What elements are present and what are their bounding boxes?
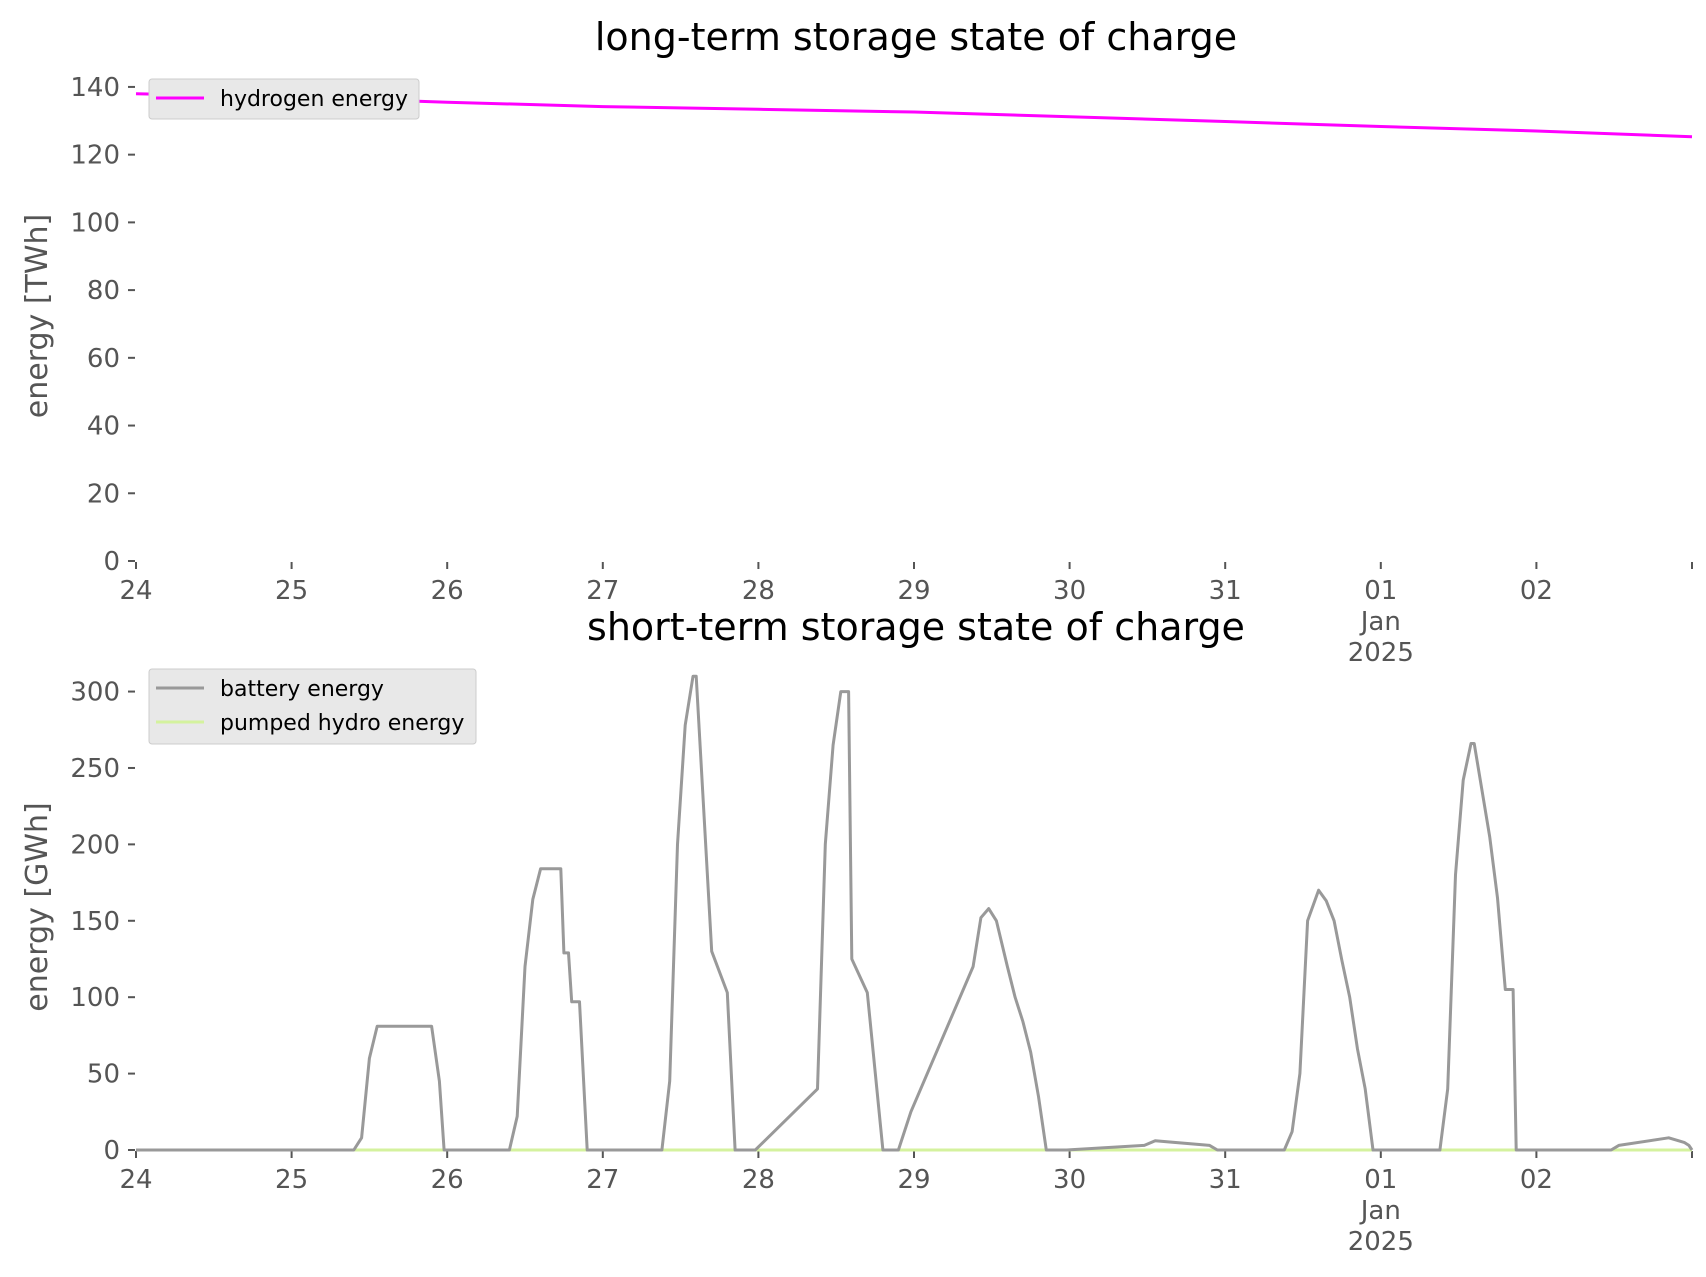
y-ticks: 0 20 40 60 80 100 120 140 <box>70 73 135 577</box>
y-tick-label: 140 <box>70 73 120 103</box>
y-tick-label: 200 <box>70 830 120 860</box>
x-tick-label: 02 <box>1520 576 1553 606</box>
y-tick-label: 50 <box>87 1060 120 1090</box>
x-tick-label: 29 <box>897 576 930 606</box>
x-tick-label: 31 <box>1209 576 1242 606</box>
x-tick-label: 25 <box>275 1165 308 1195</box>
legend: hydrogen energy <box>148 78 420 120</box>
x-ticks: 24 25 26 27 28 29 30 31 01 Jan 2025 02 <box>119 1151 1693 1257</box>
y-tick-label: 20 <box>87 479 120 509</box>
y-tick-label: 100 <box>70 983 120 1013</box>
y-axis-label: energy [GWh] <box>20 802 55 1011</box>
legend: battery energy pumped hydro energy <box>148 668 477 745</box>
x-tick-label: 29 <box>897 1165 930 1195</box>
long-term-storage-chart: long-term storage state of charge energy… <box>20 15 1693 668</box>
x-tick-label: 01 Jan 2025 <box>1348 1165 1414 1257</box>
legend-box <box>148 668 477 745</box>
y-tick-label: 0 <box>103 547 120 577</box>
y-ticks: 0 50 100 150 200 250 300 <box>70 678 135 1166</box>
x-tick-label: 30 <box>1053 1165 1086 1195</box>
legend-label-hydrogen: hydrogen energy <box>220 87 408 112</box>
x-tick-label: 24 <box>119 576 152 606</box>
x-ticks: 24 25 26 27 28 29 30 31 01 Jan 2025 02 <box>119 562 1693 668</box>
x-tick-label: 27 <box>586 576 619 606</box>
y-axis-label: energy [TWh] <box>20 214 55 418</box>
chart-title: long-term storage state of charge <box>595 15 1237 59</box>
x-tick-label: 27 <box>586 1165 619 1195</box>
y-tick-label: 40 <box>87 412 120 442</box>
x-tick-label: 28 <box>742 1165 775 1195</box>
y-tick-label: 100 <box>70 208 120 238</box>
x-tick-label: 24 <box>119 1165 152 1195</box>
y-tick-label: 250 <box>70 754 120 784</box>
chart-title: short-term storage state of charge <box>587 605 1245 649</box>
y-tick-label: 80 <box>87 276 120 306</box>
y-tick-label: 0 <box>103 1136 120 1166</box>
x-tick-label: 30 <box>1053 576 1086 606</box>
y-tick-label: 60 <box>87 344 120 374</box>
x-tick-label: 28 <box>742 576 775 606</box>
x-tick-label: 25 <box>275 576 308 606</box>
x-tick-label: 26 <box>431 1165 464 1195</box>
x-tick-label: 31 <box>1209 1165 1242 1195</box>
x-tick-label: 02 <box>1520 1165 1553 1195</box>
y-tick-label: 150 <box>70 907 120 937</box>
x-tick-label: 26 <box>431 576 464 606</box>
legend-label-pumped-hydro: pumped hydro energy <box>220 711 464 736</box>
series-layer <box>136 674 1694 1152</box>
legend-box <box>148 78 420 120</box>
series-line-battery-energy <box>136 674 1694 1152</box>
short-term-storage-chart: short-term storage state of charge energ… <box>20 605 1694 1257</box>
legend-label-battery: battery energy <box>220 677 384 702</box>
y-tick-label: 300 <box>70 678 120 708</box>
y-tick-label: 120 <box>70 141 120 171</box>
x-tick-label: 01 Jan 2025 <box>1348 576 1414 668</box>
